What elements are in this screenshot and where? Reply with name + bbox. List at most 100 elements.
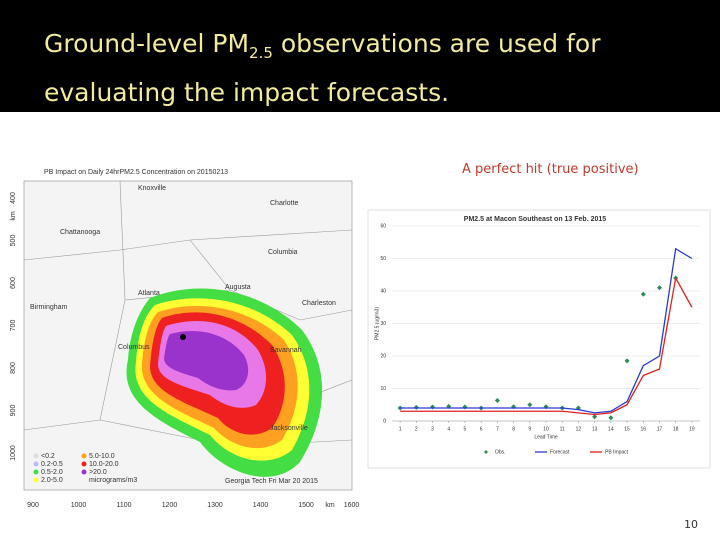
legend-label: <0.2 (41, 453, 55, 460)
x-tick-label: 7 (496, 426, 499, 432)
title-text: observations are used for (272, 29, 601, 58)
map-y-label: 700 (10, 320, 17, 332)
map-x-label: 1300 (207, 502, 223, 509)
x-tick-label: 4 (447, 426, 450, 432)
city-label: Augusta (225, 284, 251, 291)
caption: A perfect hit (true positive) (462, 162, 639, 177)
page-number: 10 (684, 518, 698, 531)
chart-frame (367, 209, 711, 469)
obs-marker (608, 415, 614, 421)
city-label: Knoxville (138, 185, 166, 192)
city-label: Chattanooga (60, 229, 100, 236)
map-x-unit: km (325, 502, 335, 509)
legend-swatch (81, 453, 87, 459)
legend-label: 2.0-5.0 (41, 477, 63, 484)
city-label: Charlotte (270, 200, 299, 207)
map-x-label: 900 (27, 502, 39, 509)
legend-swatch (81, 469, 87, 475)
city-label: Jacksonville (270, 425, 308, 432)
x-axis-title: Lead Time (534, 434, 558, 440)
y-tick-label: 50 (380, 256, 386, 262)
obs-marker (527, 402, 533, 408)
legend-label: >20.0 (89, 469, 107, 476)
city-label: Atlanta (138, 290, 160, 297)
header-bar (0, 0, 720, 112)
slide-title: Ground-level PM2.5 observations are used… (44, 24, 600, 113)
y-tick-label: 0 (383, 418, 386, 424)
title-text: evaluating the impact forecasts. (44, 78, 450, 107)
map-y-unit: km (10, 211, 17, 221)
series-line (400, 247, 693, 414)
map-y-label: 600 (10, 277, 17, 289)
obs-marker (656, 285, 662, 291)
map-x-label: 1100 (116, 502, 131, 509)
obs-marker (592, 414, 598, 420)
map-x-label: 1400 (253, 502, 269, 509)
y-tick-label: 40 (380, 288, 386, 294)
x-tick-label: 5 (464, 426, 467, 432)
title-subscript: 2.5 (249, 44, 273, 62)
y-tick-label: 60 (380, 223, 386, 229)
map-y-label: 500 (10, 235, 17, 247)
legend-swatch (81, 461, 87, 467)
legend-label: Obs. (495, 449, 506, 455)
obs-marker (494, 398, 500, 404)
city-label: Columbia (268, 249, 298, 256)
x-tick-label: 19 (689, 426, 695, 432)
x-tick-label: 2 (415, 426, 418, 432)
legend-swatch (33, 461, 39, 467)
x-tick-label: 10 (543, 426, 549, 432)
city-label: Birmingham (30, 304, 68, 311)
x-tick-label: 16 (640, 426, 646, 432)
x-tick-label: 8 (512, 426, 515, 432)
map-title: PB Impact on Daily 24hrPM2.5 Concentrati… (44, 169, 228, 176)
legend-swatch (33, 469, 39, 475)
legend-label: PB Impact (605, 449, 629, 455)
map-x-label: 1600 (344, 502, 360, 509)
y-tick-label: 20 (380, 353, 386, 359)
map-y-label: 400 (10, 192, 17, 204)
map-y-label: 800 (10, 362, 17, 374)
chart-title: PM2.5 at Macon Southeast on 13 Feb. 2015 (464, 216, 606, 223)
x-tick-label: 13 (592, 426, 598, 432)
x-tick-label: 12 (576, 426, 582, 432)
obs-marker (624, 358, 630, 364)
y-tick-label: 30 (380, 321, 386, 327)
city-label: Charleston (302, 300, 336, 307)
legend-label: Forecast (550, 449, 570, 455)
legend-label: 10.0-20.0 (89, 461, 119, 468)
x-tick-label: 11 (560, 426, 565, 432)
legend-marker (484, 450, 488, 454)
legend-unit: micrograms/m3 (89, 477, 137, 484)
y-tick-label: 10 (380, 386, 386, 392)
x-tick-label: 1 (399, 426, 402, 432)
x-tick-label: 6 (480, 426, 483, 432)
y-axis-title: PM2.5 (ug/m3) (374, 307, 380, 340)
legend-swatch (33, 477, 39, 483)
site-marker (180, 334, 186, 340)
x-tick-label: 9 (528, 426, 531, 432)
x-tick-label: 18 (673, 426, 679, 432)
map-x-label: 1000 (71, 502, 87, 509)
map-y-label: 1000 (10, 445, 17, 461)
legend-swatch (33, 453, 39, 459)
title-text: Ground-level PM (44, 29, 250, 58)
x-tick-label: 14 (608, 426, 614, 432)
line-chart: PM2.5 at Macon Southeast on 13 Feb. 2015… (367, 209, 711, 469)
map-x-label: 1500 (298, 502, 314, 509)
series-line (400, 276, 693, 416)
map-shade (164, 330, 249, 391)
city-label: Savannah (270, 347, 302, 354)
legend-label: 5.0-10.0 (89, 453, 115, 460)
map: PB Impact on Daily 24hrPM2.5 Concentrati… (10, 160, 360, 512)
map-x-label: 1200 (162, 502, 178, 509)
city-label: Columbus (118, 344, 150, 351)
legend-label: 0.2-0.5 (41, 461, 63, 468)
legend-label: 0.5-2.0 (41, 469, 63, 476)
x-tick-label: 15 (624, 426, 630, 432)
x-tick-label: 17 (657, 426, 663, 432)
map-footer: Georgia Tech Fri Mar 20 2015 (225, 478, 318, 485)
obs-marker (640, 291, 646, 297)
